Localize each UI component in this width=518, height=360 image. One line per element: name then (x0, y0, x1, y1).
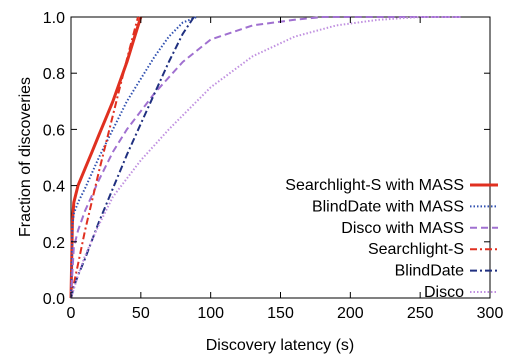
legend: Searchlight-S with MASS BlindDate with MA… (285, 177, 498, 301)
series-line-2 (70, 16, 198, 299)
x-tick-label: 200 (337, 305, 364, 322)
series-line-3 (70, 16, 463, 299)
legend-label: Searchlight-S with MASS (285, 177, 464, 194)
legend-label: Searchlight-S (368, 241, 464, 258)
series-line-4 (70, 16, 139, 299)
y-tick-label: 0.2 (43, 235, 65, 252)
x-tick-label: 50 (132, 305, 150, 322)
x-tick-label: 300 (477, 305, 504, 322)
series-layer (69, 16, 463, 299)
y-tick-label: 1.0 (43, 10, 65, 27)
legend-label: Disco with MASS (341, 220, 464, 237)
series-line-6 (70, 16, 463, 299)
y-tick-label: 0.0 (43, 291, 65, 308)
y-tick-label: 0.8 (43, 66, 65, 83)
x-tick-label: 100 (197, 305, 224, 322)
ticks-layer: 0 50 100 150 200 250 300 0.0 0.2 0.4 0.6 0.8 1.0 (43, 10, 504, 322)
legend-label: BlindDate (395, 263, 464, 280)
legend-label: Disco (424, 284, 464, 301)
series-line-1 (69, 16, 143, 299)
y-tick-label: 0.4 (43, 179, 65, 196)
x-axis-label: Discovery latency (s) (206, 337, 354, 354)
y-axis-label: Fraction of discoveries (17, 77, 34, 237)
x-tick-label: 250 (407, 305, 434, 322)
x-tick-label: 0 (67, 305, 76, 322)
legend-label: BlindDate with MASS (312, 198, 464, 215)
x-tick-label: 150 (267, 305, 294, 322)
y-tick-label: 0.6 (43, 122, 65, 139)
